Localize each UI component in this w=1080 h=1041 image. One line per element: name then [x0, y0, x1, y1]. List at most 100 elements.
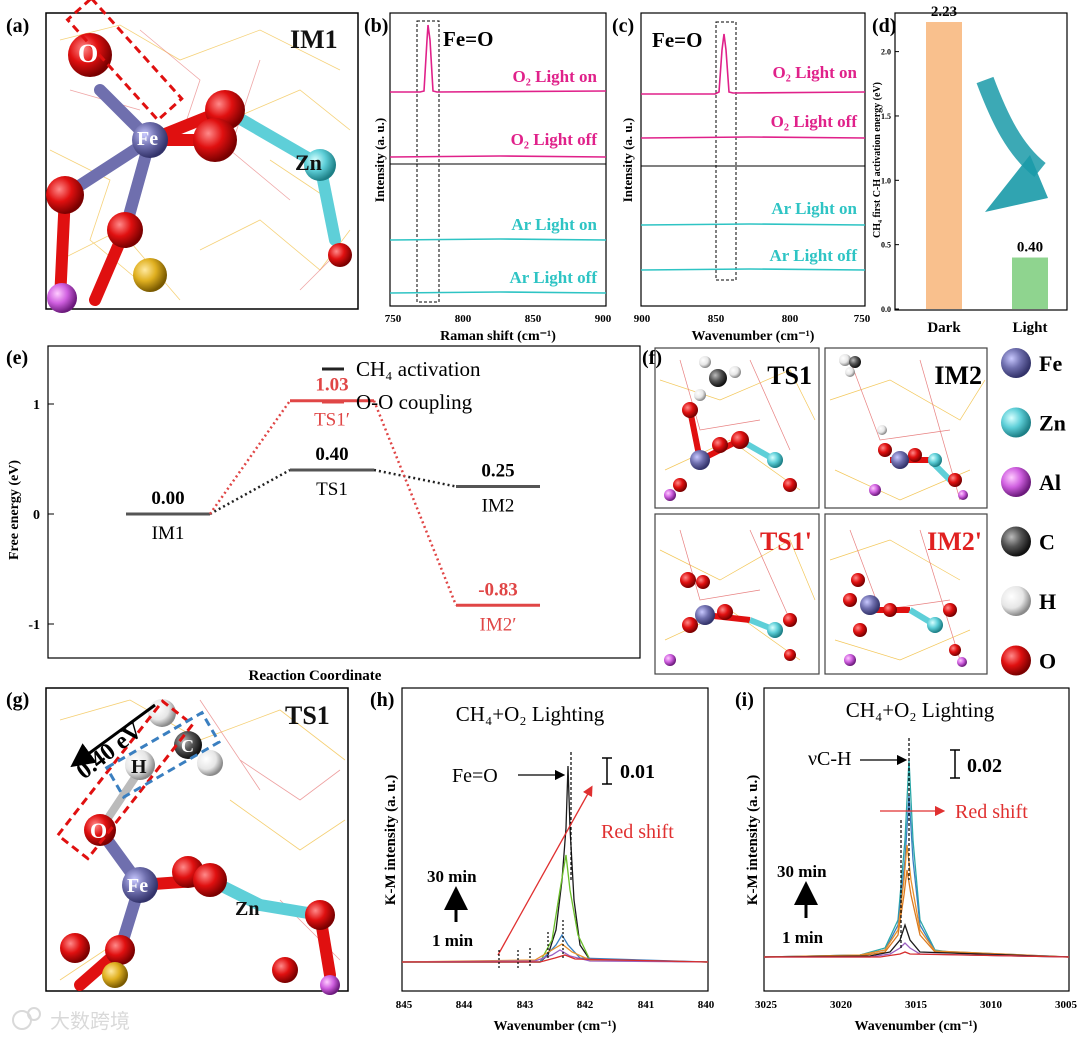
f-title-4: IM2': [927, 527, 982, 556]
e-legend-2: O-O coupling: [356, 390, 473, 414]
f-title-1: TS1: [767, 361, 812, 390]
h-xlabel: Wavenumber (cm⁻¹): [494, 1019, 617, 1034]
e-state-label: IM2′: [480, 614, 517, 635]
panel-g: 0.40 eV O H C Fe Zn TS1: [45, 687, 349, 995]
f-structure-im2: IM2: [824, 347, 988, 509]
d-ytick-label: 2.0: [881, 48, 891, 57]
i-xlabel: Wavenumber (cm⁻¹): [855, 1019, 978, 1034]
d-value-label: 0.40: [1017, 240, 1043, 256]
b-trace-2: O₂ Light off: [511, 130, 598, 149]
f-legend-label: O: [1039, 649, 1056, 674]
f-legend-label: Zn: [1039, 411, 1066, 436]
panel-d-bar-chart: 0.0 0.5 1.0 1.5 2.0 2.23 0.40 CH₄ first C-H a…: [872, 4, 1068, 336]
b-xlabel: Raman shift (cm⁻¹): [440, 329, 556, 344]
f-legend-h-icon: [1001, 586, 1031, 616]
i-xtick-5: 3005: [1055, 999, 1078, 1011]
d-value-label: 2.23: [931, 4, 957, 20]
h-time-bottom: 1 min: [432, 931, 474, 950]
c-xtick-3: 800: [782, 313, 799, 325]
b-xtick-2: 800: [455, 313, 472, 325]
panel-label-d: (d): [872, 15, 896, 37]
h-xtick-3: 843: [517, 999, 534, 1011]
e-ylabel: Free energy (eV): [7, 460, 22, 560]
panel-a-title: IM1: [290, 25, 338, 54]
e-connector: [209, 468, 291, 516]
g-atom-C: C: [181, 736, 194, 756]
f-title-3: TS1': [760, 527, 812, 556]
e-value-label: 0.40: [315, 444, 348, 465]
e-connector: [372, 400, 458, 606]
h-ylabel: K-M intensity (a. u.): [383, 775, 399, 905]
panel-b: Fe=O O₂ Light on O₂ Light off Ar Light o…: [372, 12, 612, 344]
c-trace-2: O₂ Light off: [771, 112, 858, 131]
panel-g-title: TS1: [285, 701, 330, 730]
panel-label-e: (e): [6, 347, 28, 369]
c-peak-label: Fe=O: [652, 28, 702, 52]
b-trace-3: Ar Light on: [511, 215, 597, 234]
d-bar-light: [1012, 257, 1048, 309]
i-title: CH₄+O₂ Lighting: [846, 698, 995, 722]
e-state-label: IM2: [482, 496, 515, 517]
c-xtick-1: 900: [634, 313, 651, 325]
i-ylabel: K-M intensity (a. u.): [745, 775, 761, 905]
b-xtick-4: 900: [595, 313, 612, 325]
panel-label-a: (a): [6, 15, 29, 37]
watermark-text: 大数跨境: [50, 1009, 130, 1033]
f-structure-im2-prime: IM2': [824, 513, 988, 675]
c-trace-1: O₂ Light on: [773, 63, 858, 82]
h-red-shift: Red shift: [601, 821, 674, 843]
panel-label-i: (i): [735, 689, 754, 711]
panel-label-g: (g): [6, 689, 29, 711]
d-ytick-label: 1.0: [881, 176, 891, 185]
b-xtick-1: 750: [385, 313, 402, 325]
h-xtick-1: 845: [396, 999, 413, 1011]
c-xlabel: Wavenumber (cm⁻¹): [692, 329, 815, 344]
i-xtick-1: 3025: [755, 999, 778, 1011]
e-xlabel: Reaction Coordinate: [249, 668, 382, 684]
e-connector: [208, 399, 292, 515]
c-ylabel: Intensity (a. u.): [620, 118, 635, 203]
d-ytick-label: 0.5: [881, 241, 891, 250]
b-trace-1: O₂ Light on: [513, 67, 598, 86]
atom-label-O: O: [78, 39, 98, 68]
watermark: 大数跨境: [12, 1007, 130, 1033]
panel-h: CH₄+O₂ Lighting Fe=O 0.01 Red shift 30 m…: [383, 687, 715, 1034]
f-legend-label: Fe: [1039, 351, 1062, 376]
c-xtick-4: 750: [854, 313, 871, 325]
d-ylabel: CH₄ first C-H activation energy (eV): [872, 82, 883, 238]
h-title: CH₄+O₂ Lighting: [456, 702, 605, 726]
d-xtick-dark: Dark: [927, 320, 961, 336]
i-xtick-4: 3010: [980, 999, 1003, 1011]
i-time-bottom: 1 min: [782, 928, 824, 947]
f-legend-label: Al: [1039, 470, 1061, 495]
panel-e-energy-diagram: -1 0 1 0.00 IM1 0.40 TS1 0.25 IM2 1.03 TS1′ -0.83 I…: [7, 345, 641, 684]
d-ytick-label: 1.5: [881, 112, 891, 121]
e-value-label: 0.25: [481, 461, 514, 482]
i-time-top: 30 min: [777, 862, 827, 881]
e-state-label: IM1: [152, 523, 185, 544]
f-legend-al-icon: [1001, 467, 1031, 497]
h-xtick-4: 842: [577, 999, 594, 1011]
f-legend-zn-icon: [1001, 407, 1031, 438]
e-value-label: -0.83: [478, 579, 518, 600]
h-xtick-5: 841: [638, 999, 655, 1011]
e-connector: [373, 468, 457, 488]
i-vch-label: νC-H: [808, 748, 852, 770]
f-structure-ts1-prime: TS1': [654, 513, 820, 675]
i-scale: 0.02: [967, 755, 1002, 777]
e-ytick-label: 1: [33, 398, 40, 413]
b-peak-label: Fe=O: [443, 27, 493, 51]
g-atom-O: O: [90, 818, 107, 843]
e-state-label: TS1′: [314, 410, 350, 431]
b-xtick-3: 850: [525, 313, 542, 325]
g-atom-H: H: [131, 756, 147, 778]
f-structure-ts1: TS1: [654, 347, 820, 509]
d-ytick-label: 0.0: [881, 305, 891, 314]
panel-label-h: (h): [370, 689, 394, 711]
i-red-shift: Red shift: [955, 801, 1028, 823]
d-xtick-light: Light: [1012, 320, 1047, 336]
i-xtick-2: 3020: [830, 999, 853, 1011]
panel-i: CH₄+O₂ Lighting νC-H 0.02 Red shift 30 m…: [745, 687, 1078, 1034]
h-time-top: 30 min: [427, 867, 477, 886]
panel-c: Fe=O O₂ Light on O₂ Light off Ar Light o…: [620, 12, 871, 344]
